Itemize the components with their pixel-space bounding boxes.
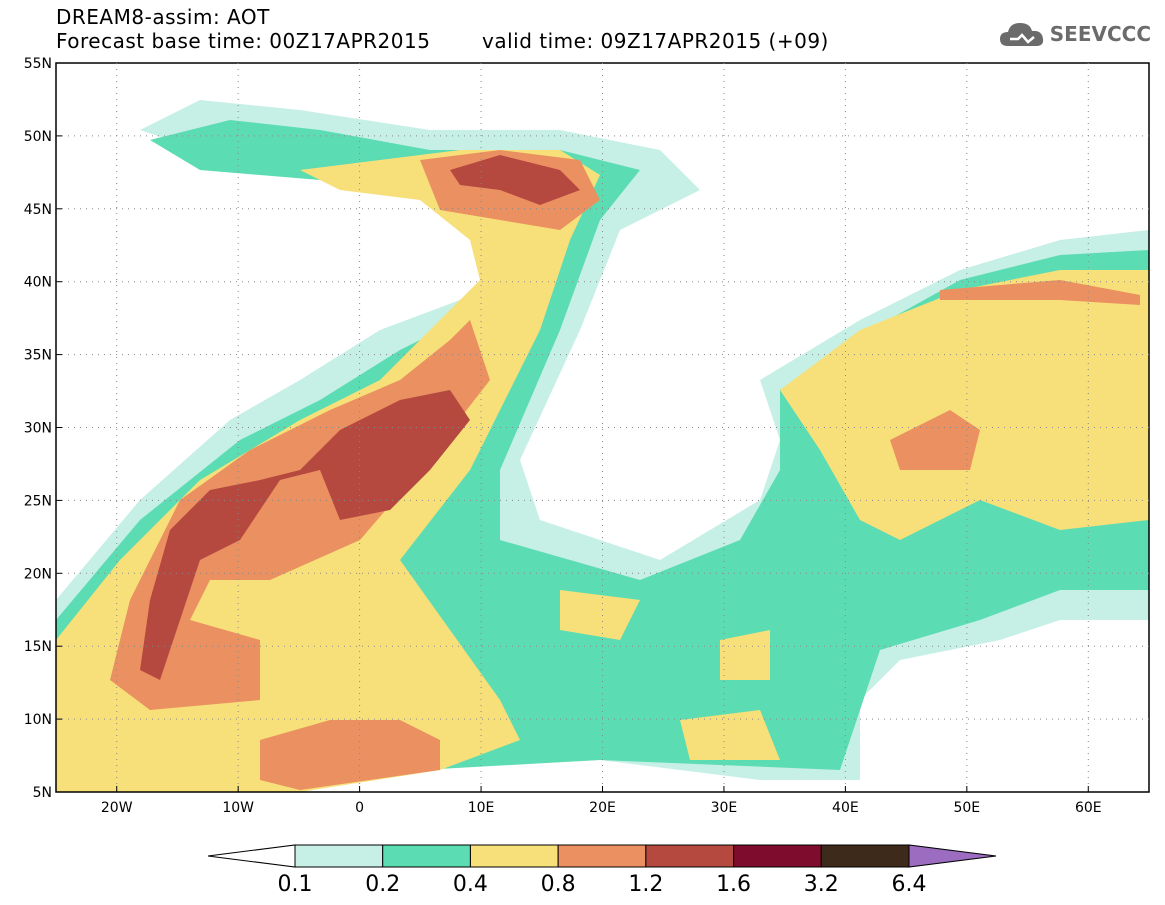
lon-tick-label: 10E: [468, 800, 495, 816]
lon-tick-label: 0: [355, 800, 364, 816]
graticule: [56, 62, 1149, 793]
aot-band-0.8-mideast: [890, 280, 1140, 470]
aot-field: [56, 100, 1149, 792]
tick-labels: 5N 10N 15N 20N 25N 30N 35N 40N 45N 50N 55N 20W 10W 0 1…: [24, 56, 1102, 816]
colorbar-level-label: 6.4: [891, 872, 927, 897]
aot-band-0.8-guinea: [260, 720, 440, 790]
lat-tick-label: 50N: [24, 129, 52, 145]
colorbar-level-label: 0.8: [540, 872, 576, 897]
forecast-base-time: Forecast base time: 00Z17APR2015: [56, 29, 431, 53]
colorbar-low-extend: [207, 844, 296, 868]
aot-band-0.4-east: [780, 270, 1149, 540]
cloud-icon: [999, 23, 1043, 46]
colorbar-level-label: 0.4: [452, 872, 488, 897]
lon-tick-label: 40E: [832, 800, 859, 816]
colorbar-box: [820, 844, 910, 868]
lon-tick-label: 50E: [953, 800, 980, 816]
colorbar-level-label: 0.1: [277, 872, 313, 897]
colorbar-high-extend: [908, 844, 997, 868]
lon-tick-label: 20W: [101, 800, 133, 816]
aot-band-1.2-alps: [450, 155, 580, 205]
colorbar-box: [645, 844, 735, 868]
lat-tick-label: 25N: [24, 493, 52, 509]
colorbar-box: [733, 844, 822, 868]
colorbar-level-label: 3.2: [803, 872, 839, 897]
lat-tick-label: 40N: [24, 275, 52, 291]
map-title: DREAM8-assim: AOT: [56, 5, 270, 29]
colorbar-level-label: 1.2: [628, 872, 664, 897]
lon-tick-label: 60E: [1075, 800, 1102, 816]
logo-text: SEEVCCC: [1049, 22, 1151, 46]
lat-tick-label: 15N: [24, 639, 52, 655]
colorbar-box: [557, 844, 647, 868]
colorbar: [207, 844, 997, 868]
lat-tick-label: 55N: [24, 56, 52, 72]
lat-tick-label: 5N: [33, 785, 52, 801]
colorbar-level-label: 0.2: [365, 872, 401, 897]
lon-tick-label: 30E: [711, 800, 738, 816]
lat-tick-label: 35N: [24, 348, 52, 364]
aot-band-1.2: [140, 390, 470, 680]
colorbar-level-label: 1.6: [716, 872, 752, 897]
lat-tick-label: 10N: [24, 712, 52, 728]
valid-time: valid time: 09Z17APR2015 (+09): [482, 29, 829, 53]
colorbar-box: [382, 844, 471, 868]
lon-tick-label: 20E: [589, 800, 616, 816]
lat-tick-label: 20N: [24, 566, 52, 582]
lat-tick-label: 30N: [24, 421, 52, 437]
colorbar-box: [294, 844, 384, 868]
lon-tick-label: 10W: [222, 800, 254, 816]
aot-band-0.4-sahel: [560, 590, 780, 760]
lat-tick-label: 45N: [24, 202, 52, 218]
colorbar-box: [469, 844, 559, 868]
seevccc-logo: SEEVCCC: [998, 18, 1151, 50]
